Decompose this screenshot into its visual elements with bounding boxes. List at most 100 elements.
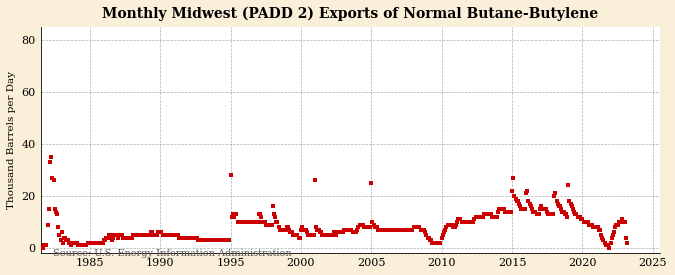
Point	[480, 212, 491, 216]
Point	[455, 217, 466, 222]
Point	[560, 212, 570, 216]
Point	[84, 241, 95, 245]
Point	[288, 233, 298, 237]
Point	[350, 230, 361, 235]
Point	[591, 225, 602, 229]
Point	[394, 227, 405, 232]
Point	[407, 227, 418, 232]
Point	[96, 241, 107, 245]
Point	[248, 220, 259, 224]
Point	[209, 238, 219, 242]
Point	[535, 207, 545, 211]
Point	[608, 233, 618, 237]
Point	[493, 207, 504, 211]
Point	[415, 227, 426, 232]
Point	[367, 220, 378, 224]
Point	[377, 227, 387, 232]
Point	[163, 233, 174, 237]
Point	[263, 222, 273, 227]
Point	[597, 235, 608, 240]
Point	[278, 227, 289, 232]
Point	[310, 178, 321, 183]
Point	[587, 225, 598, 229]
Point	[371, 225, 381, 229]
Point	[156, 230, 167, 235]
Point	[184, 235, 195, 240]
Point	[395, 227, 406, 232]
Point	[562, 214, 572, 219]
Point	[43, 222, 53, 227]
Point	[170, 233, 181, 237]
Point	[240, 220, 251, 224]
Point	[245, 220, 256, 224]
Point	[568, 207, 578, 211]
Point	[412, 225, 423, 229]
Point	[391, 227, 402, 232]
Point	[489, 214, 500, 219]
Point	[606, 235, 617, 240]
Point	[571, 212, 582, 216]
Point	[229, 214, 240, 219]
Point	[134, 233, 144, 237]
Point	[383, 227, 394, 232]
Point	[382, 227, 393, 232]
Point	[598, 238, 609, 242]
Point	[572, 214, 583, 219]
Point	[490, 214, 501, 219]
Point	[87, 241, 98, 245]
Point	[531, 212, 542, 216]
Point	[533, 212, 543, 216]
Point	[448, 225, 459, 229]
Point	[67, 241, 78, 245]
Point	[30, 241, 41, 245]
Point	[510, 196, 521, 201]
Point	[211, 238, 222, 242]
Point	[523, 199, 534, 203]
Point	[138, 233, 149, 237]
Point	[539, 207, 550, 211]
Point	[38, 246, 49, 250]
Point	[70, 241, 80, 245]
Point	[500, 209, 510, 214]
Point	[107, 238, 117, 242]
Point	[369, 225, 380, 229]
Point	[54, 233, 65, 237]
Point	[232, 220, 243, 224]
Point	[161, 233, 171, 237]
Point	[221, 238, 232, 242]
Point	[592, 225, 603, 229]
Point	[202, 238, 213, 242]
Point	[252, 220, 263, 224]
Point	[28, 45, 39, 50]
Point	[353, 225, 364, 229]
Point	[175, 235, 186, 240]
Point	[379, 227, 389, 232]
Point	[226, 214, 237, 219]
Point	[441, 225, 452, 229]
Point	[369, 222, 379, 227]
Point	[150, 233, 161, 237]
Point	[124, 235, 135, 240]
Point	[362, 225, 373, 229]
Point	[234, 220, 244, 224]
Point	[242, 220, 252, 224]
Point	[43, 207, 54, 211]
Point	[259, 220, 270, 224]
Point	[65, 243, 76, 248]
Point	[302, 233, 313, 237]
Point	[423, 235, 434, 240]
Point	[167, 233, 178, 237]
Point	[515, 204, 526, 208]
Text: Source: U.S. Energy Information Administration: Source: U.S. Energy Information Administ…	[53, 249, 292, 258]
Point	[190, 235, 200, 240]
Point	[196, 238, 207, 242]
Point	[159, 233, 169, 237]
Point	[308, 233, 319, 237]
Point	[470, 214, 481, 219]
Point	[622, 241, 632, 245]
Point	[162, 233, 173, 237]
Point	[439, 230, 450, 235]
Point	[294, 235, 305, 240]
Point	[68, 241, 79, 245]
Point	[485, 212, 496, 216]
